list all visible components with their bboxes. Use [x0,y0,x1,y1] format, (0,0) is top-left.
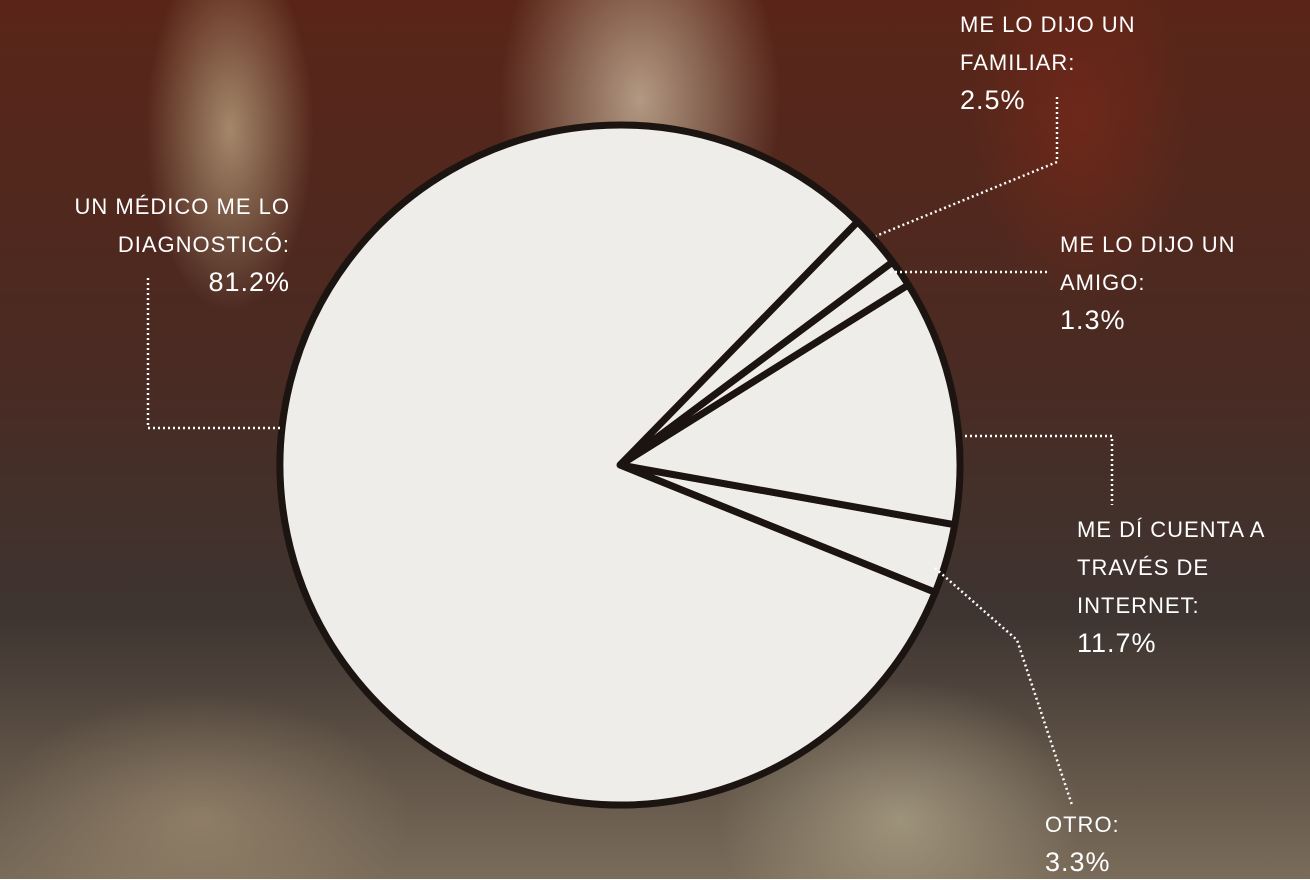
value-label: 3.3% [1045,847,1111,877]
value-label: 11.7% [1077,628,1157,658]
category-label: UN MÉDICO ME LO DIAGNOSTICÓ: [74,194,290,257]
slice-label: UN MÉDICO ME LO DIAGNOSTICÓ: 81.2% [40,188,290,300]
slice-label: OTRO: 3.3% [1045,806,1245,880]
pie-slice [276,121,939,809]
category-label: ME LO DIJO UN FAMILIAR: [960,12,1136,75]
leader-line [934,567,1074,806]
category-label: ME DÍ CUENTA A TRAVÉS DE INTERNET: [1077,517,1265,618]
slice-label: ME LO DIJO UN AMIGO: 1.3% [1060,226,1290,338]
slice-label: ME DÍ CUENTA A TRAVÉS DE INTERNET: 11.7% [1077,511,1287,661]
slice-label: ME LO DIJO UN FAMILIAR: 2.5% [960,6,1185,118]
category-label: ME LO DIJO UN AMIGO: [1060,232,1236,295]
leader-line [875,97,1059,238]
category-label: OTRO: [1045,812,1120,837]
value-label: 81.2% [208,267,290,297]
leader-line [965,434,1114,505]
pie-slice [616,281,964,529]
leader-line [146,278,280,430]
value-label: 2.5% [960,85,1026,115]
value-label: 1.3% [1060,305,1126,335]
